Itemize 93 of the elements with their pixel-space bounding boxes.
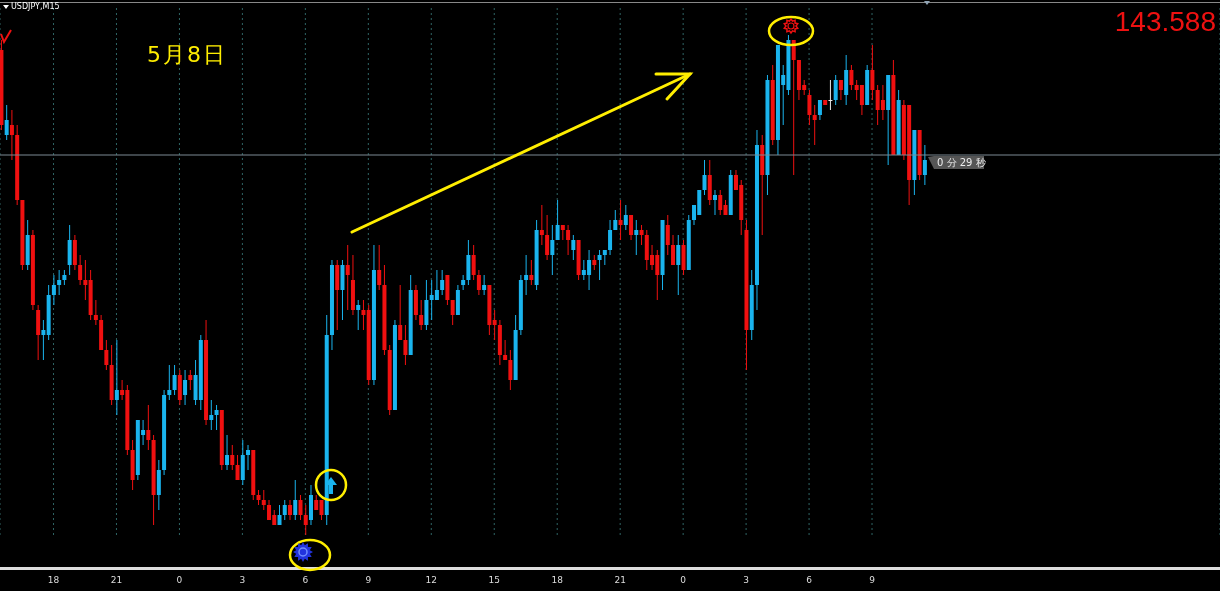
candlestick <box>230 444 235 471</box>
candlestick <box>298 494 303 521</box>
candlestick <box>807 89 812 126</box>
candlestick <box>880 84 885 121</box>
x-tick-label: 12 <box>425 575 438 585</box>
candlestick <box>524 254 529 296</box>
candlestick <box>146 404 151 451</box>
candlestick <box>634 219 639 256</box>
candlestick <box>246 444 251 471</box>
candlestick <box>434 269 439 301</box>
candlestick <box>571 234 576 261</box>
candlestick <box>870 44 875 101</box>
candlestick <box>288 499 292 521</box>
candlestick <box>812 104 817 146</box>
candlestick <box>450 299 455 326</box>
candlestick <box>608 219 613 256</box>
candlestick <box>833 74 838 106</box>
candlestick <box>922 144 927 186</box>
candlestick <box>440 269 445 296</box>
candlestick <box>377 244 382 291</box>
candlestick <box>849 64 854 91</box>
chart-title: USDJPY,M15 <box>11 2 60 11</box>
candlestick <box>4 104 9 141</box>
candlestick <box>419 299 424 331</box>
candlestick <box>9 109 14 161</box>
candlestick <box>550 224 555 276</box>
candlestick <box>209 399 214 431</box>
candlestick <box>665 214 670 256</box>
candlestick <box>282 499 287 521</box>
candlestick <box>545 214 550 261</box>
candlestick <box>539 204 544 246</box>
candlestick <box>172 364 177 396</box>
x-tick-label: 21 <box>110 575 123 585</box>
candlestick <box>261 489 266 511</box>
x-tick-label: 18 <box>47 575 60 585</box>
x-tick-label: 15 <box>488 575 500 585</box>
candlestick <box>188 369 193 391</box>
candlestick <box>114 339 119 416</box>
candlestick <box>398 284 403 341</box>
x-tick-label: 21 <box>614 575 626 585</box>
candlestick <box>828 79 833 111</box>
x-tick-label: 6 <box>302 575 309 585</box>
candlestick <box>623 204 628 231</box>
candlestick <box>167 364 172 401</box>
candlestick <box>345 244 350 311</box>
x-tick-label: 9 <box>869 575 876 585</box>
candlestick <box>718 189 723 216</box>
candlestick <box>356 299 361 331</box>
x-tick-label: 0 <box>680 575 687 585</box>
candlestick <box>476 269 481 296</box>
candlestick <box>471 244 476 281</box>
candlestick <box>676 234 681 296</box>
candlestick <box>817 99 822 121</box>
x-tick-label: 0 <box>176 575 183 585</box>
candlestick <box>214 404 219 431</box>
candlestick <box>566 224 571 256</box>
candlestick <box>183 369 188 406</box>
candlestick <box>529 259 534 286</box>
candlestick <box>555 199 560 241</box>
candlestick <box>482 274 487 296</box>
candlestick <box>303 504 308 535</box>
candlestick <box>93 299 98 326</box>
candlestick <box>597 249 602 281</box>
candlestick <box>492 309 497 341</box>
candlestick <box>78 254 83 286</box>
candlestick <box>51 274 56 306</box>
candlestick <box>225 434 230 471</box>
ref-line-label: 0 分 29 秒 <box>937 157 986 168</box>
candlestick <box>838 79 843 101</box>
candlestick <box>57 269 62 296</box>
x-tick-label: 3 <box>743 575 749 585</box>
candlestick <box>508 349 513 391</box>
text: 143.588 <box>1114 6 1216 38</box>
candlestick <box>235 454 240 481</box>
candlestick <box>293 479 298 521</box>
annotation: 5月8日 <box>147 41 227 69</box>
candlestick <box>713 189 717 216</box>
candlestick <box>629 214 634 241</box>
candlestick <box>361 299 366 331</box>
x-tick-label: 18 <box>551 575 564 585</box>
x-tick-label: 6 <box>806 575 813 585</box>
x-tick-label: 3 <box>239 575 246 585</box>
x-tick-label: 9 <box>365 575 372 585</box>
candlestick <box>41 319 46 361</box>
candlestick <box>83 259 88 301</box>
candlestick <box>859 84 864 116</box>
candlestick <box>403 324 408 366</box>
candlestick <box>671 234 676 266</box>
candlestick <box>618 199 623 241</box>
candlestick <box>104 339 109 371</box>
candlestick <box>461 274 466 291</box>
candlestick <box>639 224 644 246</box>
candlestick <box>702 159 707 196</box>
